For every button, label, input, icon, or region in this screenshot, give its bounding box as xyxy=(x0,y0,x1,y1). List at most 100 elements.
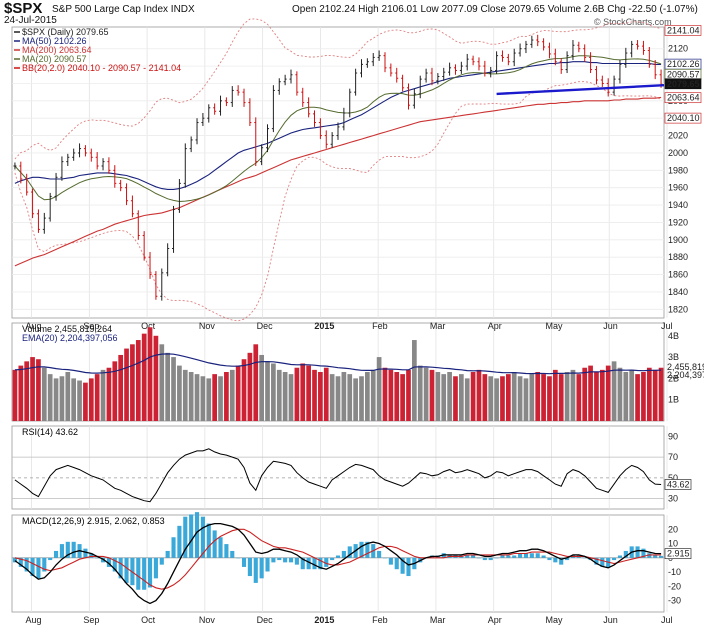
price-y-tick-label: 1840 xyxy=(668,287,688,297)
macd-histogram-bar xyxy=(224,544,229,558)
volume-bar xyxy=(306,365,311,421)
volume-bar xyxy=(429,369,435,421)
price-value-tag-text: 2063.64 xyxy=(667,93,700,103)
volume-bar xyxy=(594,372,599,421)
price-value-tag xyxy=(664,112,702,124)
macd-histogram-bar xyxy=(53,550,59,558)
volume-bar xyxy=(171,357,176,421)
price-legend-entry: BB(20,2.0) 2040.10 - 2090.57 - 2141.04 xyxy=(22,63,181,73)
volume-bar xyxy=(241,359,247,421)
volume-bar xyxy=(529,374,535,421)
volume-bar xyxy=(417,365,423,421)
month-label: Aug xyxy=(26,321,42,331)
macd-histogram-bar xyxy=(394,557,399,570)
chart-date: 24-Jul-2015 xyxy=(4,15,57,26)
volume-bar xyxy=(12,369,18,421)
volume-bar xyxy=(570,369,576,421)
month-label: Oct xyxy=(141,321,156,331)
price-legend-entry: $SPX (Daily) 2079.65 xyxy=(22,27,109,37)
volume-bar xyxy=(412,340,417,421)
support-trendline xyxy=(496,84,665,96)
macd-histogram-bar xyxy=(635,546,640,558)
macd-histogram-bar xyxy=(547,557,552,561)
volume-bar xyxy=(47,374,53,421)
month-label: 2015 xyxy=(314,321,334,331)
macd-histogram-bar xyxy=(24,557,29,572)
macd-histogram-bar xyxy=(488,557,493,561)
macd-histogram-bar xyxy=(553,557,558,563)
volume-bar xyxy=(365,372,370,421)
rsi-y-tick-label: 70 xyxy=(668,452,678,462)
macd-histogram-bar xyxy=(200,516,205,558)
macd-histogram-bar xyxy=(659,555,664,558)
macd-histogram-bar xyxy=(189,514,194,558)
month-label: May xyxy=(545,321,563,331)
month-label: Sep xyxy=(83,615,99,625)
macd-histogram-bar xyxy=(347,546,352,558)
macd-histogram-bar xyxy=(641,548,646,558)
macd-histogram-bar xyxy=(36,557,41,579)
price-y-tick-label: 1820 xyxy=(668,304,688,314)
rsi-y-tick-label: 30 xyxy=(668,494,678,504)
volume-bar xyxy=(229,369,235,421)
volume-bar xyxy=(505,374,511,421)
macd-histogram-bar xyxy=(612,557,617,561)
volume-bar xyxy=(552,369,558,421)
macd-histogram-bar xyxy=(241,557,247,567)
volume-bar xyxy=(488,376,494,421)
macd-histogram-bar xyxy=(506,555,511,558)
volume-bar xyxy=(65,372,71,421)
stockcharts-credit: © StockCharts.com xyxy=(594,17,672,27)
macd-y-tick-label: 10 xyxy=(668,539,678,549)
macd-histogram-bar xyxy=(400,557,405,574)
macd-histogram-bar xyxy=(294,557,299,565)
macd-histogram-bar xyxy=(112,557,117,572)
volume-bar xyxy=(611,361,617,421)
volume-bar xyxy=(394,372,400,421)
macd-histogram-bar xyxy=(523,553,529,558)
macd-histogram-bar xyxy=(12,557,17,563)
macd-y-tick-label: -10 xyxy=(668,567,681,577)
panel-frame-price xyxy=(11,26,665,319)
volume-bar xyxy=(576,374,582,421)
macd-histogram-bar xyxy=(165,550,170,558)
volume-bar xyxy=(130,344,135,421)
macd-histogram-bar xyxy=(288,557,294,563)
macd-histogram-bar xyxy=(100,557,106,563)
macd-histogram-bar xyxy=(136,557,141,590)
volume-bar xyxy=(453,376,458,421)
volume-bar xyxy=(71,378,77,421)
volume-bar xyxy=(24,361,30,421)
month-label: Jul xyxy=(661,321,673,331)
chart-symbol: $SPX xyxy=(4,0,43,17)
volume-bar xyxy=(347,374,353,421)
macd-histogram-bar xyxy=(259,557,264,579)
volume-bar xyxy=(558,374,564,421)
volume-bar xyxy=(59,376,65,421)
volume-bar xyxy=(605,365,611,421)
volume-bar xyxy=(294,367,300,421)
macd-histogram-bar xyxy=(365,541,370,558)
price-value-tag-text: 2141.04 xyxy=(667,25,700,35)
price-value-tag-text: 2102.26 xyxy=(667,59,700,69)
chart-instrument-name: S&P 500 Large Cap Index INDX xyxy=(52,4,195,15)
macd-histogram-bar xyxy=(647,553,652,558)
month-label: Apr xyxy=(488,615,502,625)
macd-histogram-bar xyxy=(59,544,64,558)
macd-histogram-bar xyxy=(194,512,200,558)
macd-histogram-bar xyxy=(653,555,658,558)
volume-bar xyxy=(218,376,223,421)
month-label: 2015 xyxy=(314,615,334,625)
volume-bar xyxy=(194,374,200,421)
macd-histogram-bar xyxy=(476,557,482,559)
price-value-tag-text: 2079.65 xyxy=(667,79,700,89)
volume-bar xyxy=(564,372,570,421)
macd-histogram-bar xyxy=(83,548,88,558)
macd-histogram-bar xyxy=(106,557,111,567)
price-y-tick-label: 1860 xyxy=(668,270,688,280)
volume-bar xyxy=(118,354,124,421)
volume-bar xyxy=(247,352,253,421)
volume-bar xyxy=(265,361,270,421)
macd-histogram-bar xyxy=(359,541,364,558)
